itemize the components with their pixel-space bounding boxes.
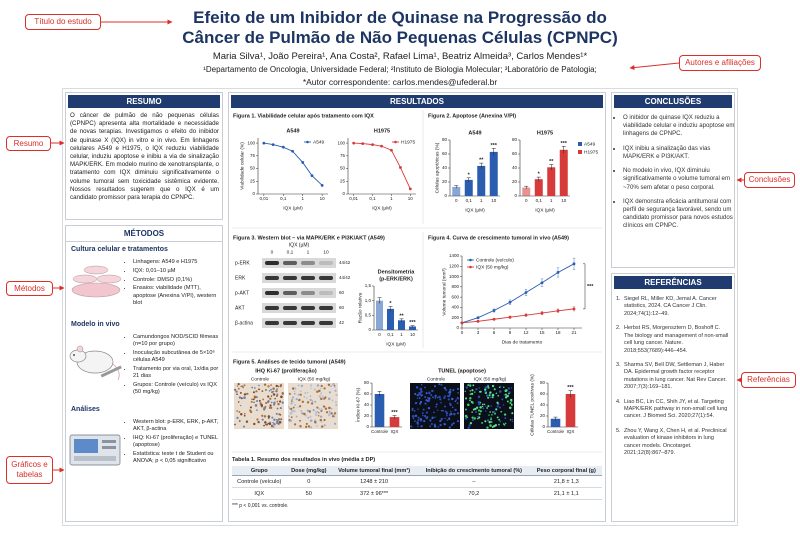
section-heading: CONCLUSÕES [614, 95, 732, 108]
reference: 1. Siegel RL, Miller KD, Jemal A. Cancer … [616, 296, 731, 318]
referencias-box: REFERÊNCIAS 1. Siegel RL, Miller KD, Jema… [611, 273, 735, 522]
methods-item: Controle: DMSO (0,1%) [133, 277, 225, 284]
title-line: Efeito de um Inibidor de Quinase na Prog… [193, 8, 607, 27]
methods-list: Linhagens: A549 e H1975 IQX: 0,01–10 µM Co… [126, 259, 225, 309]
title-line: Câncer de Pulmão de Não Pequenas Células… [182, 28, 618, 47]
conclusion-item: IQX inibiu a sinalização das vias MAPK/E… [623, 145, 737, 161]
section-heading: RESULTADOS [231, 95, 603, 108]
methods-item: Grupos: Controle (veículo) vs IQX (50 mg… [133, 382, 225, 397]
conclusion-item: IQX demonstra eficácia antitumoral com p… [623, 198, 737, 231]
reference-text: Liao BC, Lin CC, Shih JY, et al. Targeti… [624, 398, 728, 420]
table-cell: 1248 ± 210 [331, 475, 418, 488]
subsection-title: Análises [71, 406, 100, 413]
table-header-cell: Inibição do crescimento tumoral (%) [417, 466, 531, 476]
callout: Gráficos e tabelas [6, 456, 53, 484]
table-cell: Controle (veículo) [232, 475, 287, 488]
table-cell: – [417, 475, 531, 488]
methods-item: Camundongos NOD/SCID fêmeas (n=10 por gr… [133, 334, 225, 349]
table-row: Controle (veículo) 0 1248 ± 210–21,8 ± 1,3 [232, 475, 602, 488]
metodos-box: MÉTODOS Cultura celular e tratamentos Lin… [65, 225, 223, 522]
callout: Autores e afiliações [679, 55, 761, 71]
table-cell: IQX [232, 487, 287, 500]
table-cell: 372 ± 96*** [331, 487, 418, 500]
reference-text: Sharma SV, Bell DW, Settleman J, Haber D… [624, 361, 727, 391]
reference-number: 3. [616, 361, 621, 368]
callout: Referências [741, 372, 796, 388]
table-cell: 50 [286, 487, 332, 500]
section-heading: MÉTODOS [66, 229, 222, 242]
conclusion-item: O inibidor de quinase IQX reduziu a viab… [623, 114, 737, 139]
methods-item: Tratamento por via oral, 1x/dia por 21 d… [133, 366, 225, 381]
section-heading: REFERÊNCIAS [614, 276, 732, 289]
reference: 4. Liao BC, Lin CC, Shih JY, et al. Targe… [616, 399, 731, 421]
methods-item: IHQ: Ki-67 (proliferação) e TUNEL (apopt… [133, 435, 225, 450]
callout: Conclusões [744, 172, 795, 188]
methods-item: Ensaios: viabilidade (MTT), apoptose (An… [133, 285, 225, 307]
conclusions-list: O inibidor de quinase IQX reduziu a viab… [615, 114, 737, 237]
reference: 3. Sharma SV, Bell DW, Settleman J, Haber… [616, 362, 731, 392]
table-header-cell: Dose (mg/kg) [286, 466, 332, 476]
reference-number: 4. [616, 398, 621, 405]
resumo-box: RESUMO O câncer de pulmão de não pequena… [65, 92, 223, 220]
subsection-title: Cultura celular e tratamentos [71, 246, 168, 253]
table-header-cell: Volume tumoral final (mm³) [331, 466, 418, 476]
results-table: Grupo Dose (mg/kg) Volume tumoral final (m… [232, 466, 602, 500]
methods-item: IQX: 0,01–10 µM [133, 268, 225, 275]
table-title: Tabela 1. Resumo dos resultados in vivo … [232, 457, 376, 463]
reference-text: Siegel RL, Miller KD, Jemal A. Cancer st… [624, 296, 717, 317]
callout: Resumo [6, 136, 51, 151]
conclusion-item: No modelo in vivo, IQX diminuiu signific… [623, 167, 737, 192]
table-header-row: Grupo Dose (mg/kg) Volume tumoral final (m… [232, 466, 602, 476]
conclusoes-box: CONCLUSÕES O inibidor de quinase IQX red… [611, 92, 735, 268]
table-header-cell: Grupo [232, 466, 287, 476]
reference: 2. Herbst RS, Morgensztern D, Boshoff C. … [616, 325, 731, 355]
abstract-text: O câncer de pulmão de não pequenas célul… [70, 112, 219, 201]
reference: 5. Zhou Y, Wang X, Chen H, et al. Preclin… [616, 428, 731, 458]
table-1: Tabela 1. Resumo dos resultados in vivo … [232, 457, 602, 509]
reference-text: Zhou Y, Wang X, Chen H, et al. Preclinic… [624, 427, 727, 457]
callout: Título do estudo [25, 14, 101, 30]
table-cell: 70,2 [417, 487, 531, 500]
authors: Maria Silva¹, João Pereira¹, Ana Costa²,… [212, 51, 588, 62]
table-row: IQX 50 372 ± 96*** 70,2 21,1 ± 1,1 [232, 487, 602, 500]
reference-number: 2. [616, 325, 621, 332]
subsection-title: Modelo in vivo [71, 321, 120, 328]
reference-text: Herbst RS, Morgensztern D, Boshoff C. Th… [624, 325, 729, 354]
reference-number: 5. [616, 427, 621, 434]
table-cell: 0 [286, 475, 332, 488]
table-header-cell: Peso corporal final (g) [530, 466, 602, 476]
corresponding-author: *Autor correspondente: carlos.mendes@ufe… [302, 77, 498, 87]
table-cell: 21,8 ± 1,3 [530, 475, 602, 488]
section-heading: RESUMO [68, 95, 220, 108]
methods-list: Camundongos NOD/SCID fêmeas (n=10 por gr… [126, 334, 225, 398]
methods-item: Inoculação subcutânea de 5×10⁶ células A… [133, 350, 225, 365]
methods-item: Linhagens: A549 e H1975 [133, 259, 225, 266]
methods-item: Western blot: p-ERK, ERK, p-AKT, AKT, β-… [133, 419, 225, 434]
references-list: 1. Siegel RL, Miller KD, Jemal A. Cancer … [616, 296, 731, 465]
affiliations: ¹Departamento de Oncologia, Universidade… [203, 65, 597, 74]
methods-list: Western blot: p-ERK, ERK, p-AKT, AKT, β-… [126, 419, 225, 467]
table-cell: 21,1 ± 1,1 [530, 487, 602, 500]
reference-number: 1. [616, 296, 621, 302]
callout: Métodos [6, 281, 53, 296]
methods-item: Estatística: teste t de Student ou ANOVA… [133, 451, 225, 466]
table-note: *** p < 0,001 vs. controle. [232, 503, 289, 509]
